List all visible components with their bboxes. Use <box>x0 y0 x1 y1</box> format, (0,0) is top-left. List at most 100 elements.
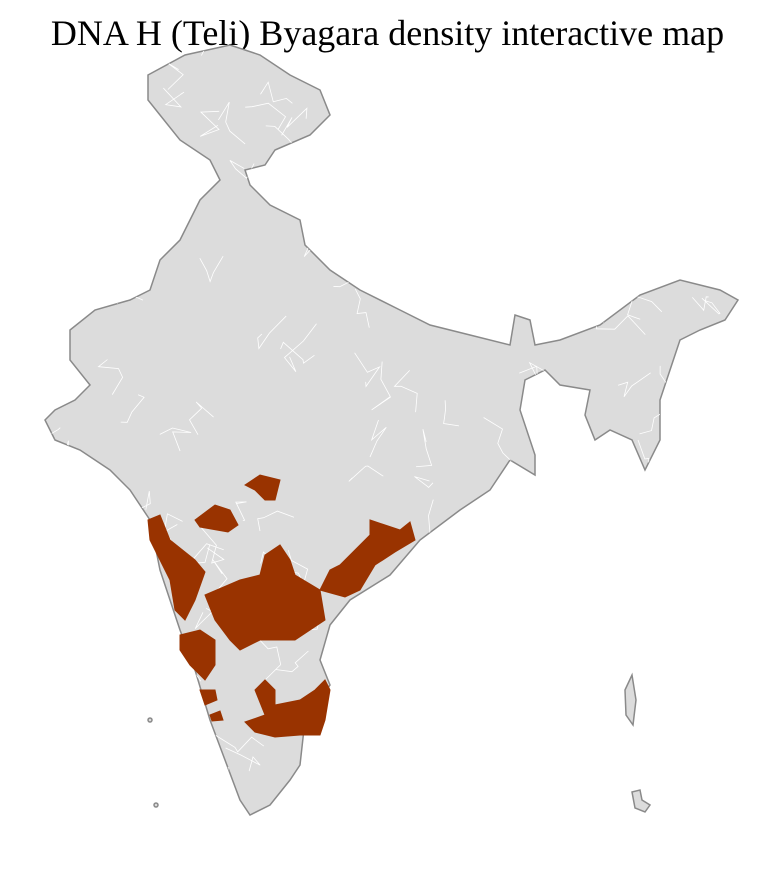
district-boundary <box>257 315 287 350</box>
district-boundary <box>715 641 738 658</box>
district-boundary <box>633 673 652 689</box>
district-boundary <box>109 612 145 643</box>
district-boundary <box>523 135 552 155</box>
district-boundary <box>635 716 657 738</box>
district-boundary <box>136 185 147 211</box>
district-boundary <box>215 734 265 753</box>
district-boundary <box>414 476 434 488</box>
district-boundary <box>61 62 87 79</box>
district-boundary <box>80 570 98 616</box>
district-boundary <box>444 739 468 757</box>
district-boundary <box>124 629 145 654</box>
district-boundary <box>407 57 429 87</box>
district-boundary <box>568 297 587 313</box>
highlighted-district[interactable] <box>244 474 281 501</box>
highlighted-district[interactable] <box>244 679 331 738</box>
district-boundary <box>283 323 317 373</box>
district-boundary <box>655 547 673 572</box>
district-boundary <box>45 320 49 357</box>
district-boundary <box>354 352 381 388</box>
district-boundary <box>348 60 386 90</box>
district-boundary <box>348 104 384 118</box>
district-boundary <box>618 489 636 522</box>
district-boundary <box>126 45 156 62</box>
andaman-islands[interactable] <box>624 672 637 728</box>
district-boundary <box>643 224 657 260</box>
district-boundary <box>120 598 139 620</box>
district-boundary <box>362 48 378 80</box>
district-boundary <box>597 234 632 263</box>
district-boundary <box>394 156 439 192</box>
district-boundary <box>159 427 192 452</box>
highlighted-districts <box>147 474 416 738</box>
district-boundary <box>507 202 538 237</box>
district-boundary <box>135 45 161 51</box>
district-boundary <box>369 419 387 458</box>
district-boundary <box>120 601 139 647</box>
highlighted-district[interactable] <box>199 689 218 706</box>
district-boundary <box>61 175 83 220</box>
district-boundary <box>280 341 315 364</box>
highlighted-district[interactable] <box>209 710 224 722</box>
district-boundary <box>216 767 231 815</box>
district-boundary <box>545 771 571 807</box>
district-boundary <box>139 222 173 235</box>
district-boundary <box>55 175 90 220</box>
district-boundary <box>550 149 593 200</box>
district-boundary <box>468 106 502 151</box>
district-boundary <box>99 61 115 97</box>
district-boundary <box>616 606 638 638</box>
district-boundary <box>245 102 287 130</box>
highlighted-district[interactable] <box>194 504 239 533</box>
district-boundary <box>560 733 584 767</box>
district-boundary <box>94 508 127 527</box>
district-boundary <box>47 243 82 265</box>
highlighted-district[interactable] <box>179 629 216 681</box>
district-boundary <box>708 51 731 79</box>
district-boundary <box>128 564 148 604</box>
district-boundary <box>602 611 624 641</box>
highlighted-district[interactable] <box>319 519 416 598</box>
district-boundary <box>313 179 342 198</box>
district-boundary <box>200 526 225 564</box>
district-boundary <box>374 614 407 656</box>
district-boundary <box>591 98 627 118</box>
district-boundary <box>132 167 154 206</box>
district-boundary <box>257 510 295 532</box>
district-boundary <box>545 798 569 815</box>
lakshadweep-island[interactable] <box>147 717 153 723</box>
district-boundary <box>199 110 220 137</box>
highlighted-district[interactable] <box>147 514 206 621</box>
district-boundary <box>439 528 465 553</box>
district-boundary <box>275 650 309 673</box>
district-boundary <box>371 361 391 411</box>
district-boundary <box>734 192 738 218</box>
district-boundary <box>122 166 170 180</box>
district-boundary <box>303 229 329 257</box>
district-boundary <box>733 358 738 388</box>
district-boundary <box>484 722 506 749</box>
district-boundary <box>342 695 363 714</box>
district-boundary <box>614 71 635 92</box>
district-boundary <box>199 255 224 283</box>
district-boundary <box>490 129 525 161</box>
district-boundary <box>482 263 511 284</box>
district-boundary <box>452 622 506 647</box>
district-boundary <box>348 465 384 482</box>
district-boundary <box>97 359 124 395</box>
district-boundary <box>415 429 433 468</box>
district-boundary <box>684 619 701 645</box>
district-boundary <box>421 138 468 150</box>
district-boundary <box>624 612 680 664</box>
district-boundary <box>471 618 507 660</box>
district-boundary <box>661 152 700 176</box>
district-boundary <box>281 107 308 136</box>
nicobar-islands[interactable] <box>631 789 652 813</box>
lakshadweep-island[interactable] <box>153 802 159 808</box>
district-boundary <box>225 747 261 772</box>
district-boundary <box>453 763 491 778</box>
district-boundary <box>260 81 293 104</box>
district-boundary <box>194 607 214 629</box>
district-boundary <box>627 633 675 662</box>
